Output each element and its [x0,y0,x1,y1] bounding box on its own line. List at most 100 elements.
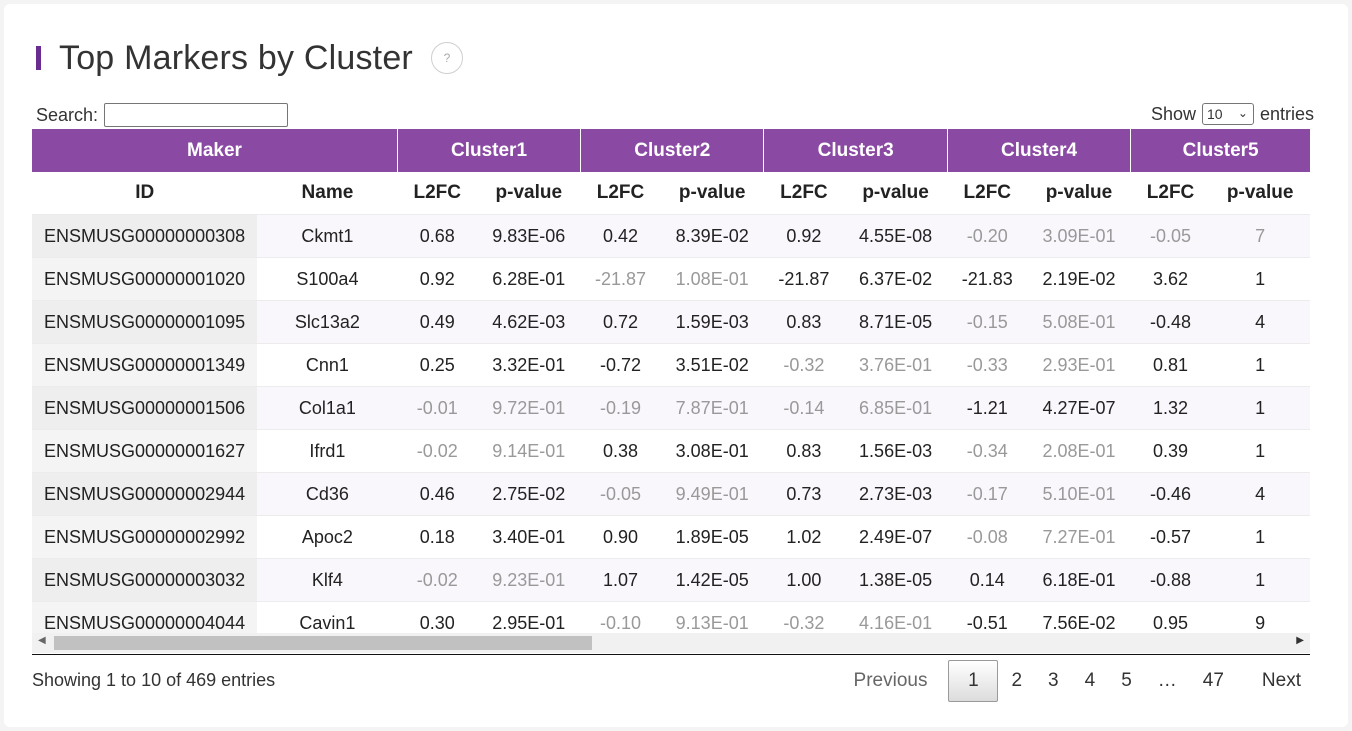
entries-select[interactable]: 10 ⌄ [1201,103,1254,125]
column-header[interactable]: L2FC [580,172,661,215]
cell-l2fc: 0.72 [580,300,661,344]
group-header-maker: Maker [32,129,398,172]
cell-pvalue: 1.38E-05 [843,558,948,602]
entries-select-value: 10 [1206,106,1223,122]
group-header-cluster: Cluster2 [580,129,764,172]
cell-l2fc: -0.19 [580,386,661,430]
cell-l2fc: -0.17 [947,472,1028,516]
next-button[interactable]: Next [1261,670,1301,691]
cell-l2fc: 0.42 [580,214,661,258]
column-header[interactable]: p-value [1027,172,1131,215]
cell-name: Ifrd1 [257,429,398,473]
scroll-left-icon[interactable]: ◀ [38,635,46,646]
cell-pvalue: 6.18E-01 [1027,558,1131,602]
column-header[interactable]: p-value [843,172,948,215]
column-header[interactable]: L2FC [763,172,844,215]
cell-l2fc: 0.92 [763,214,844,258]
column-header[interactable]: Name [257,172,398,215]
cell-pvalue: 8.39E-02 [660,214,764,258]
table-scroll-area[interactable]: Maker Cluster1 Cluster2 Cluster3 Cluster4 Clu… [32,129,1310,633]
cell-pvalue: 4.27E-07 [1027,386,1131,430]
column-header[interactable]: L2FC [947,172,1028,215]
cell-pvalue: 6.85E-01 [843,386,948,430]
cell-pvalue: 5.10E-01 [1027,472,1131,516]
page-button[interactable]: 3 [1048,670,1059,691]
page-button[interactable]: 47 [1202,670,1224,691]
column-header[interactable]: p-value [660,172,764,215]
table-info: Showing 1 to 10 of 469 entries [32,670,276,690]
group-header-cluster: Cluster1 [396,129,581,172]
column-header[interactable]: p-value [1210,172,1310,215]
table-row[interactable]: ENSMUSG00000001349 Cnn1 0.25 3.32E-01 -0.72 3… [32,343,1310,387]
column-header[interactable]: ID [32,172,258,215]
cell-pvalue: 4.16E-01 [843,601,948,633]
cell-l2fc: -0.34 [947,429,1028,473]
show-label: Show [1150,103,1196,124]
cell-pvalue: 3.08E-01 [660,429,764,473]
cell-pvalue: 1 [1210,343,1310,387]
table-row[interactable]: ENSMUSG00000002944 Cd36 0.46 2.75E-02 -0.05 9… [32,472,1310,516]
cell-pvalue: 7.87E-01 [660,386,764,430]
table-row[interactable]: ENSMUSG00000001506 Col1a1 -0.01 9.72E-01 -0.… [32,386,1310,430]
scroll-right-icon[interactable]: ▶ [1296,635,1304,646]
pagination: Previous 1 2 3 4 5 … 47 Next [841,660,1314,702]
cell-l2fc: -0.14 [763,386,844,430]
cell-l2fc: 0.38 [580,429,661,473]
markers-table: Maker Cluster1 Cluster2 Cluster3 Cluster4 Clu… [32,129,1310,633]
cell-l2fc: 0.92 [397,257,478,301]
cell-name: Apoc2 [257,515,398,559]
cell-l2fc: 0.68 [397,214,478,258]
page-button[interactable]: 5 [1121,670,1132,691]
cell-l2fc: 0.49 [397,300,478,344]
table-row[interactable]: ENSMUSG00000000308 Ckmt1 0.68 9.83E-06 0.42 8… [32,214,1310,258]
cell-pvalue: 9.72E-01 [477,386,581,430]
cell-l2fc: -21.87 [763,257,844,301]
cell-l2fc: -0.05 [580,472,661,516]
cell-pvalue: 2.19E-02 [1027,257,1131,301]
page-button[interactable]: 4 [1084,670,1096,691]
length-control: Show 10 ⌄ entries [1151,103,1314,125]
cell-l2fc: -0.57 [1130,515,1211,559]
column-header[interactable]: p-value [477,172,581,215]
cell-pvalue: 6.37E-02 [843,257,948,301]
page-button[interactable]: 2 [1011,670,1023,691]
column-header[interactable]: L2FC [1130,172,1211,215]
cell-name: Slc13a2 [257,300,398,344]
cell-l2fc: 0.18 [397,515,478,559]
cell-id: ENSMUSG00000001095 [32,300,258,344]
table-row[interactable]: ENSMUSG00000002992 Apoc2 0.18 3.40E-01 0.90 1… [32,515,1310,559]
cell-pvalue: 1.89E-05 [660,515,764,559]
cell-pvalue: 1.08E-01 [660,257,764,301]
cell-pvalue: 1 [1210,257,1310,301]
cell-pvalue: 8.71E-05 [843,300,948,344]
cell-l2fc: 0.73 [763,472,844,516]
cell-pvalue: 5.08E-01 [1027,300,1131,344]
sub-header-row: ID Name L2FC p-value L2FC p-value L2FC p-value L… [32,172,1310,215]
cell-pvalue: 4 [1210,300,1310,344]
horizontal-scrollbar[interactable]: ◀ ▶ [32,633,1310,653]
search-input[interactable] [104,103,289,127]
cell-l2fc: -0.32 [763,343,844,387]
cell-pvalue: 9.83E-06 [477,214,581,258]
table-row[interactable]: ENSMUSG00000003032 Klf4 -0.02 9.23E-01 1.07 1… [32,558,1310,602]
cell-l2fc: 0.14 [947,558,1028,602]
cell-pvalue: 1.56E-03 [843,429,948,473]
table-row[interactable]: ENSMUSG00000001020 S100a4 0.92 6.28E-01 -21.… [32,257,1310,301]
help-icon[interactable]: ? [430,42,463,74]
table-row[interactable]: ENSMUSG00000001627 Ifrd1 -0.02 9.14E-01 0.38… [32,429,1310,473]
cell-pvalue: 9.23E-01 [477,558,581,602]
group-header-cluster: Cluster4 [946,129,1131,172]
cell-pvalue: 1.42E-05 [660,558,764,602]
column-header[interactable]: L2FC [397,172,478,215]
cell-pvalue: 7.27E-01 [1027,515,1131,559]
scrollbar-thumb[interactable] [54,636,592,650]
cell-l2fc: -0.15 [947,300,1028,344]
table-row[interactable]: ENSMUSG00000004044 Cavin1 0.30 2.95E-01 -0.1… [32,601,1310,633]
cell-l2fc: -0.46 [1130,472,1211,516]
page-button[interactable]: 1 [948,660,999,702]
table-row[interactable]: ENSMUSG00000001095 Slc13a2 0.49 4.62E-03 0.7… [32,300,1310,344]
title-accent-bar [36,46,41,70]
previous-button[interactable]: Previous [853,670,928,691]
cell-pvalue: 6.28E-01 [477,257,581,301]
cell-pvalue: 1 [1210,558,1310,602]
